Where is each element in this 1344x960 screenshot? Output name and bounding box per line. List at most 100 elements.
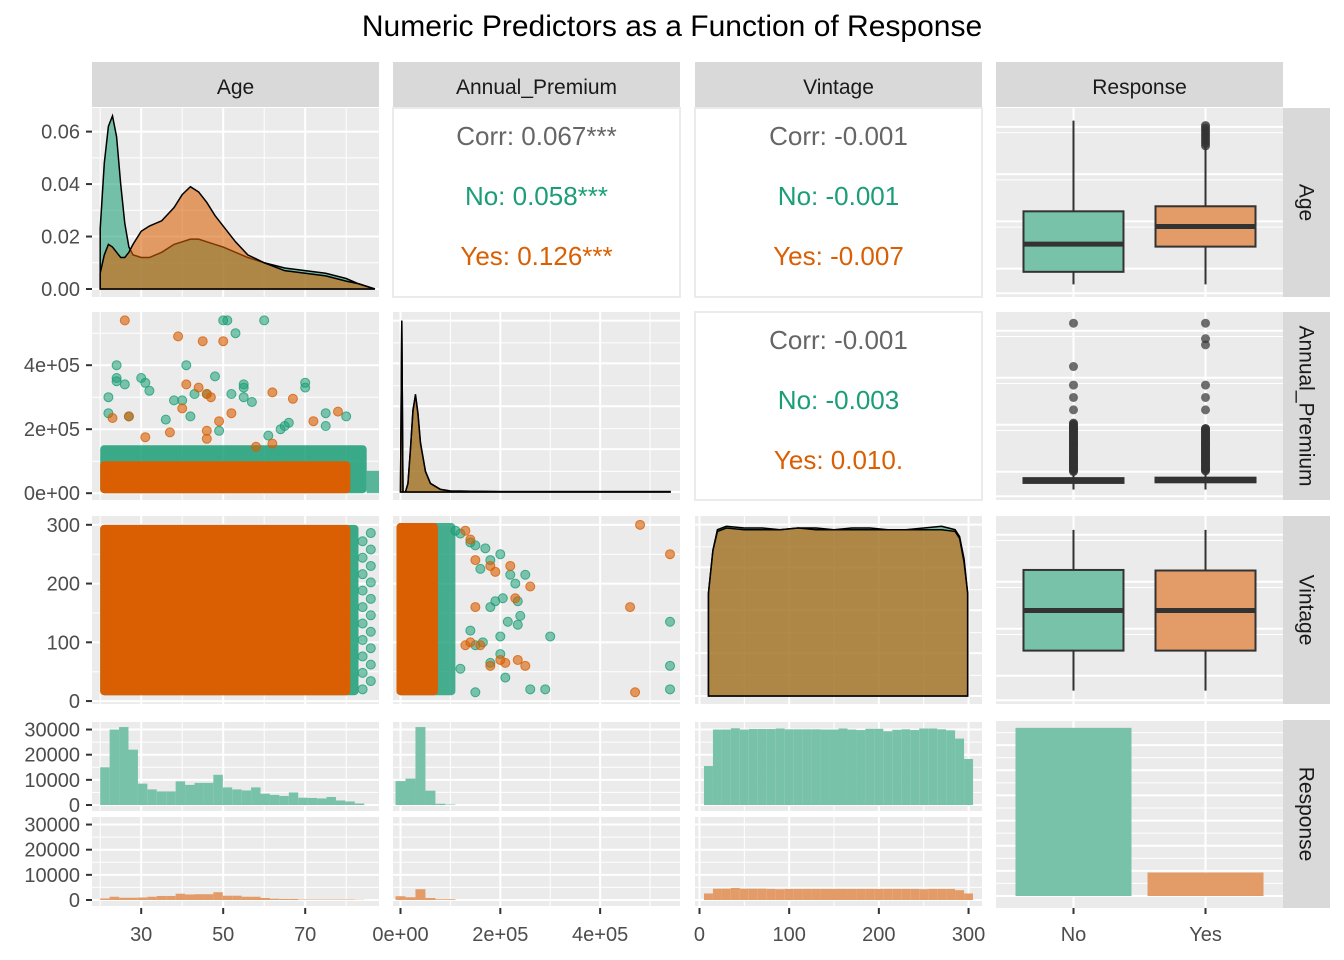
box-no [1022, 210, 1125, 273]
hist-bar-yes [445, 899, 456, 900]
hist-bar-no [730, 728, 740, 805]
scatter-point-no [455, 663, 466, 674]
scatter-point-yes [218, 336, 229, 347]
outlier-point [1068, 405, 1078, 415]
panel-correlation-1 [694, 107, 983, 298]
scatter-point-yes [123, 411, 134, 422]
strip-label-right: Response [1295, 767, 1318, 862]
strip-right-response [1283, 720, 1330, 908]
scatter-point-no [515, 610, 526, 621]
hist-bar-yes [937, 888, 947, 900]
density-yes [99, 185, 376, 290]
hist-bar-yes [279, 898, 289, 900]
hist-bar-no [883, 731, 893, 805]
density-yes [399, 320, 671, 493]
hist-bar-no [910, 730, 920, 805]
strip-label-right: Annual_Premium [1295, 325, 1318, 486]
hist-bar-no [326, 796, 336, 805]
scatter-point-yes [490, 566, 501, 577]
scatter-point-yes [470, 602, 481, 613]
hist-bar-no [445, 804, 456, 805]
corr-no: No: 0.058*** [465, 181, 608, 211]
corr-overall: Corr: 0.067*** [456, 121, 616, 151]
scatter-point-yes [512, 654, 523, 665]
hist-bar-no [317, 798, 327, 805]
scatter-point-no [495, 549, 506, 560]
scatter-point-no [357, 634, 368, 645]
scatter-point-no [365, 643, 376, 654]
outlier-point [1201, 405, 1211, 415]
strip-top-annual_premium [393, 62, 680, 107]
scatter-point-no [502, 616, 513, 627]
scatter-point-yes [505, 560, 516, 571]
scatter-dense-yes [100, 461, 351, 494]
y-tick-label: 200 [47, 574, 80, 596]
scatter-point-no [357, 667, 368, 678]
hist-bar-yes [838, 888, 848, 900]
y-tick-label: 20000 [24, 840, 80, 862]
hist-bar-no [395, 781, 406, 805]
y-tick-label: 30000 [24, 720, 80, 742]
scatter-point-yes [181, 379, 192, 390]
y-tick-label: 4e+05 [24, 355, 80, 377]
scatter-point-no [365, 676, 376, 687]
corr-overall: Corr: -0.001 [769, 121, 908, 151]
scatter-point-no [238, 382, 249, 393]
scatter-point-no [470, 687, 481, 698]
hist-bar-yes [874, 888, 884, 900]
outlier-point [1201, 121, 1211, 131]
hist-bar-no [241, 790, 252, 805]
hist-bar-no [784, 729, 794, 805]
panel-histogram-annual_premium-yes [393, 817, 680, 906]
hist-bar-yes [775, 889, 785, 900]
scatter-point-no [320, 408, 331, 419]
scatter-point-no [185, 411, 196, 422]
scatter-point-no [512, 619, 523, 630]
x-tick-label: 0e+00 [372, 924, 428, 946]
scatter-point-no [545, 631, 556, 642]
hist-bar-yes [395, 896, 406, 900]
hist-bar-yes [928, 888, 938, 900]
hist-bar-no [213, 774, 223, 805]
hist-bar-yes [784, 888, 794, 900]
scatter-point-no [357, 552, 368, 563]
scatter-point-yes [525, 581, 536, 592]
x-tick-label: Yes [1189, 924, 1222, 946]
x-tick-label: 2e+05 [472, 924, 528, 946]
hist-bar-yes [721, 888, 731, 900]
scatter-point-no [365, 577, 376, 588]
panel-correlation-2 [694, 311, 983, 501]
scatter-point-no [111, 360, 122, 371]
hist-bar-yes [269, 898, 280, 900]
hist-bar-yes [298, 899, 308, 900]
scatter-point-no [540, 684, 551, 695]
x-tick-label: 50 [212, 924, 234, 946]
hist-bar-yes [802, 888, 812, 900]
hist-bar-no [288, 792, 299, 805]
y-tick-label: 0.04 [41, 174, 80, 196]
y-tick-label: 30000 [24, 815, 80, 837]
bar-no [1015, 727, 1132, 896]
scatter-point-no [357, 536, 368, 547]
scatter-point-no [510, 578, 521, 589]
scatter-point-no [263, 430, 274, 441]
panel-boxplot-annual-premium [996, 312, 1283, 500]
hist-bar-no [811, 729, 821, 805]
scatter-point-yes [193, 382, 204, 393]
hist-bar-yes [185, 894, 195, 900]
hist-bar-no [109, 729, 120, 805]
hist-bar-no [269, 794, 280, 805]
hist-bar-yes [766, 888, 776, 900]
hist-bar-yes [156, 895, 167, 900]
x-tick-label: No [1061, 924, 1087, 946]
strip-label-right: Vintage [1295, 575, 1318, 646]
hist-bar-no [721, 729, 731, 805]
y-tick-label: 20000 [24, 745, 80, 767]
panel-histogram-age-yes [92, 817, 379, 906]
hist-bar-yes [793, 888, 803, 900]
scatter-point-no [520, 569, 531, 580]
hist-bar-no [739, 729, 749, 805]
scatter-point-yes [201, 433, 212, 444]
hist-bar-no [307, 797, 318, 805]
